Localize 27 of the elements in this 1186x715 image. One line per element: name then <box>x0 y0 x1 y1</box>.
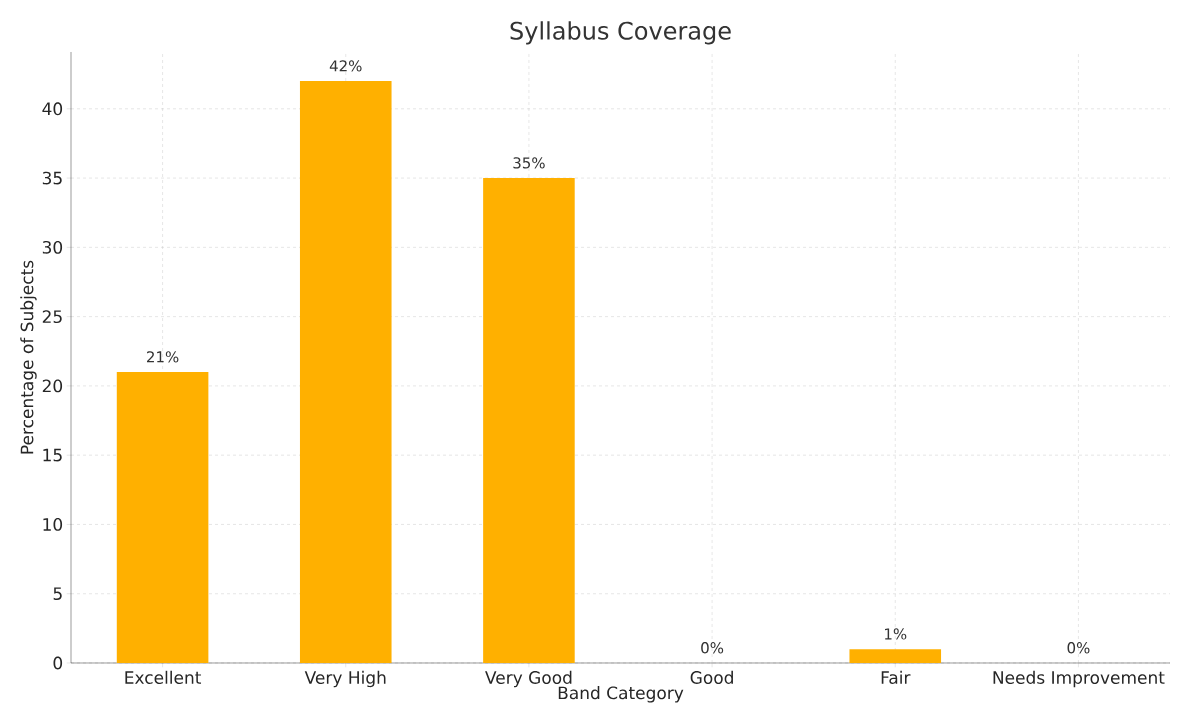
x-tick-label: Fair <box>881 670 911 684</box>
x-tick-label: Good <box>690 670 733 684</box>
chart-title: Syllabus Coverage <box>510 21 731 45</box>
data-label: 1% <box>885 628 907 640</box>
bar <box>483 178 575 663</box>
y-axis-title: Percentage of Subjects <box>20 260 37 454</box>
y-tick-label: 20 <box>42 379 63 393</box>
y-tick-label: 15 <box>43 448 62 462</box>
x-axis-title: Band Category <box>558 686 684 703</box>
data-label: 35% <box>513 157 545 169</box>
y-tick-label: 25 <box>42 310 62 324</box>
y-tick-label: 5 <box>53 587 62 601</box>
x-tick-label: Needs Improvement <box>993 670 1165 688</box>
y-tick-label: 40 <box>42 102 63 116</box>
bar <box>849 649 942 663</box>
y-tick-label: 0 <box>53 656 63 670</box>
data-label: 42% <box>329 60 362 72</box>
y-tick-label: 10 <box>43 518 63 531</box>
y-tick-label: 30 <box>42 240 63 254</box>
data-label: 0% <box>1067 642 1090 654</box>
x-tick-label: Very High <box>304 670 386 688</box>
x-tick-label: Excellent <box>125 670 202 684</box>
bar <box>116 372 209 663</box>
y-tick-label: 35 <box>42 171 62 185</box>
data-label: 0% <box>701 642 724 654</box>
bar <box>299 81 392 663</box>
data-label: 21% <box>147 351 179 363</box>
